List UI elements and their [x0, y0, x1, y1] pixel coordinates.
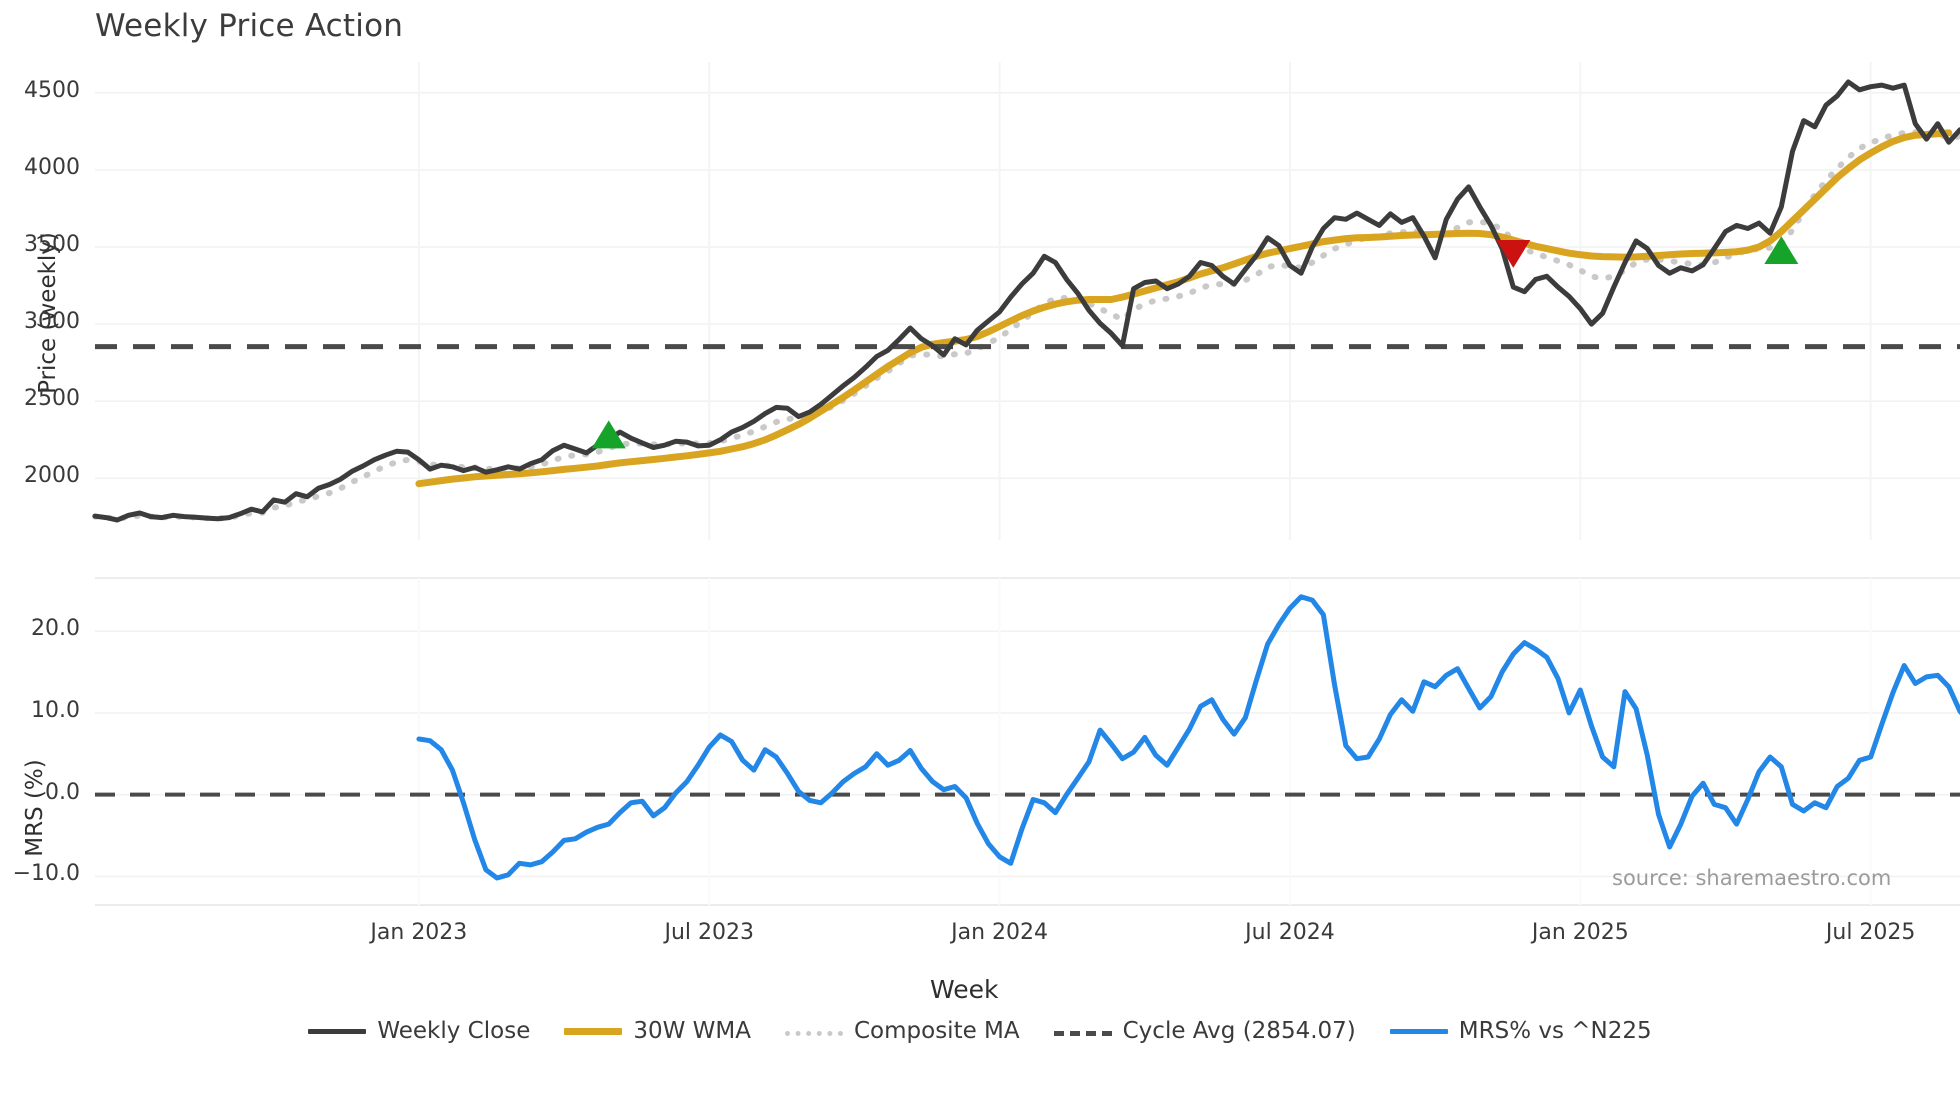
price-y-tick: 4500 [24, 77, 80, 103]
price-y-tick: 2500 [24, 386, 80, 412]
x-tick: Jan 2025 [1531, 920, 1629, 945]
legend-swatch-icon [1053, 1023, 1112, 1039]
legend-label: MRS% vs ^N225 [1458, 1018, 1652, 1044]
x-tick: Jul 2024 [1245, 920, 1335, 945]
price-y-tick: 3500 [24, 232, 80, 258]
weekly-close-line [92, 79, 1960, 523]
x-axis-label: Week [930, 975, 999, 1004]
page-title: Weekly Price Action [95, 8, 404, 44]
x-tick: Jan 2023 [370, 920, 468, 945]
legend-swatch-icon [564, 1023, 623, 1039]
mrs-line [416, 594, 1960, 881]
legend-item[interactable]: 30W WMA [564, 1018, 751, 1044]
mrs-y-tick: 20.0 [31, 616, 80, 642]
legend-label: Weekly Close [377, 1018, 531, 1044]
sell-signal-marker[interactable] [1496, 240, 1531, 268]
price-y-tick: 3000 [24, 309, 80, 335]
x-tick: Jul 2023 [664, 920, 754, 945]
wma-line [415, 129, 1953, 488]
legend-label: 30W WMA [633, 1018, 751, 1044]
legend-swatch-icon [1389, 1023, 1448, 1039]
buy-signal-marker[interactable] [591, 420, 626, 449]
legend-item[interactable]: Weekly Close [308, 1018, 530, 1044]
legend-swatch-icon [784, 1023, 843, 1039]
legend-label: Composite MA [853, 1018, 1020, 1044]
legend-item[interactable]: Composite MA [784, 1018, 1020, 1044]
legend-label: Cycle Avg (2854.07) [1122, 1018, 1356, 1044]
mrs-y-tick: 0.0 [45, 779, 80, 805]
x-tick: Jan 2024 [951, 920, 1049, 945]
price-y-tick: 2000 [24, 463, 80, 489]
legend-item[interactable]: Cycle Avg (2854.07) [1053, 1018, 1356, 1044]
mrs-y-tick: 10.0 [31, 697, 80, 723]
x-tick: Jul 2025 [1825, 920, 1916, 945]
price-y-tick: 4000 [24, 154, 80, 180]
source-watermark: source: sharemaestro.com [1612, 866, 1892, 890]
legend-swatch-icon [308, 1023, 367, 1039]
legend-item[interactable]: MRS% vs ^N225 [1389, 1018, 1652, 1044]
mrs-y-tick: −10.0 [12, 861, 80, 887]
buy-signal-marker[interactable] [1764, 236, 1799, 265]
chart-legend: Weekly Close 30W WMA Composite MA Cycle Avg… [0, 1018, 1960, 1044]
